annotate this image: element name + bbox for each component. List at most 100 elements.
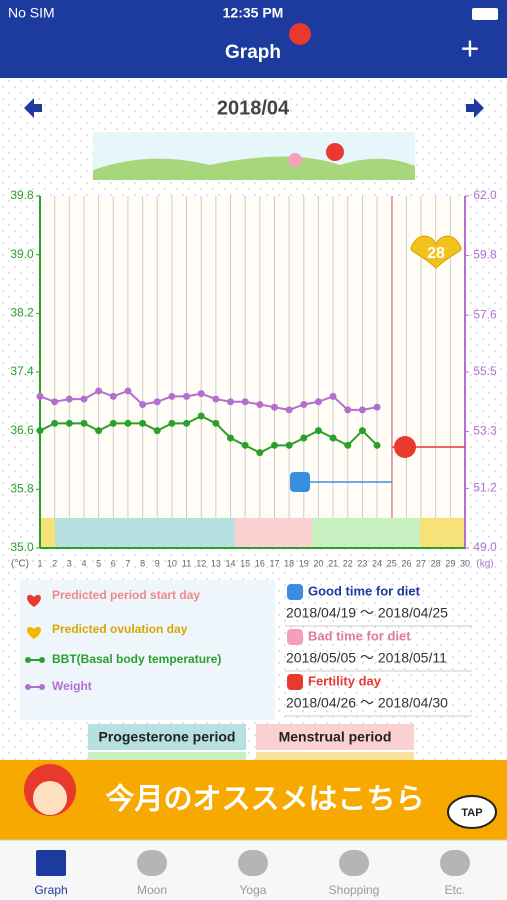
progesterone-label: Progesterone period xyxy=(99,729,236,745)
diet-info: Good time for diet 2018/04/19 ～ 2018/04/2… xyxy=(285,583,472,717)
x-tick-label: 28 xyxy=(431,558,441,568)
series-point xyxy=(109,419,117,427)
legend-box xyxy=(20,580,275,720)
x-tick-label: 18 xyxy=(284,558,294,568)
series-point xyxy=(373,403,381,411)
series-point xyxy=(300,400,308,408)
banner[interactable] xyxy=(0,760,507,840)
x-tick-label: 7 xyxy=(125,558,130,568)
y2-tick-label: 62.0 xyxy=(473,188,497,202)
next-month[interactable] xyxy=(466,98,484,118)
x-tick-label: 24 xyxy=(372,558,382,568)
series-point xyxy=(241,398,249,406)
diet-range: 2018/04/26 ～ 2018/04/30 xyxy=(286,695,448,711)
series-point xyxy=(241,441,249,449)
series-point xyxy=(270,403,278,411)
series-point xyxy=(300,434,308,442)
diet-marker xyxy=(290,472,310,492)
series-point xyxy=(329,392,337,400)
x-tick-label: 25 xyxy=(387,558,397,568)
diet-range: 2018/05/05 ～ 2018/05/11 xyxy=(286,650,447,666)
illustration-girl xyxy=(326,143,344,161)
ovulation-heart xyxy=(410,235,462,269)
x-tick-label: 19 xyxy=(299,558,309,568)
diet-label: Bad time for diet xyxy=(308,628,411,643)
series-point xyxy=(183,419,191,427)
x-tick-label: 21 xyxy=(328,558,338,568)
phase-band xyxy=(55,518,235,548)
y-tick-label: 38.2 xyxy=(10,306,34,320)
series-point xyxy=(285,406,293,414)
phase-band xyxy=(312,518,420,548)
y2-tick-label: 57.6 xyxy=(473,307,497,321)
legend-dot xyxy=(39,684,45,690)
prev-month[interactable] xyxy=(24,98,42,118)
series-point xyxy=(109,392,117,400)
x-tick-label: 17 xyxy=(269,558,279,568)
series-point xyxy=(256,400,264,408)
y-tick-label: 39.0 xyxy=(10,247,34,261)
ovulation-icon xyxy=(27,626,41,639)
phase-band xyxy=(235,518,312,548)
series-point xyxy=(95,427,103,435)
series-point xyxy=(80,395,88,403)
tab-icon[interactable] xyxy=(238,850,268,876)
month-label: 2018/04 xyxy=(217,97,290,119)
series-point xyxy=(153,398,161,406)
series-point xyxy=(36,392,44,400)
series-point xyxy=(227,398,235,406)
series-point xyxy=(344,406,352,414)
period-box-2 xyxy=(88,752,246,760)
series-point xyxy=(314,427,322,435)
series-point xyxy=(124,419,132,427)
tab-icon[interactable] xyxy=(137,850,167,876)
diet-icon xyxy=(287,584,303,600)
tab-icon[interactable] xyxy=(36,850,66,876)
phase-band xyxy=(420,518,465,548)
y-tick-label: 36.6 xyxy=(10,423,34,437)
tab-label[interactable]: Yoga xyxy=(240,883,267,897)
x-tick-label: 6 xyxy=(111,558,116,568)
tap-label: TAP xyxy=(461,807,482,819)
x-tick-label: 1 xyxy=(37,558,42,568)
chart: 1 2 3 4 5 6 7 8 9 10 11 12 13 14 15 16 17 18 19 20 21 22 23 24 2… xyxy=(10,188,497,569)
diet-icon xyxy=(287,629,303,645)
add-button[interactable]: + xyxy=(461,30,480,66)
tab-icon[interactable] xyxy=(440,850,470,876)
legend-series: BBT(Basal body temperature) Weight xyxy=(25,652,221,693)
series-point xyxy=(256,449,264,457)
diet-label: Fertility day xyxy=(308,673,382,688)
tab-label[interactable]: Shopping xyxy=(329,883,380,897)
series-point xyxy=(153,427,161,435)
carrier: No SIM xyxy=(8,5,55,21)
series-point xyxy=(344,441,352,449)
y2-tick-label: 59.8 xyxy=(473,248,497,262)
y2-tick-label: 51.2 xyxy=(473,481,497,495)
y-tick-label: 35.0 xyxy=(10,540,34,554)
tab-label[interactable]: Moon xyxy=(137,883,167,897)
phase-band xyxy=(40,518,55,548)
x-tick-label: 15 xyxy=(240,558,250,568)
period-box-3 xyxy=(256,752,414,760)
tab-label[interactable]: Etc. xyxy=(445,883,466,897)
nav-title: Graph xyxy=(225,42,281,63)
series-point xyxy=(227,434,235,442)
legend-dot xyxy=(25,684,31,690)
tab-icon[interactable] xyxy=(339,850,369,876)
x-tick-label: 9 xyxy=(155,558,160,568)
series-point xyxy=(36,427,44,435)
series-point xyxy=(80,419,88,427)
x-tick-label: 29 xyxy=(445,558,455,568)
series-point xyxy=(270,441,278,449)
period-icon xyxy=(27,594,41,607)
legend-dot xyxy=(39,657,45,663)
series-point xyxy=(285,441,293,449)
header-bar xyxy=(0,0,507,78)
x-tick-label: 4 xyxy=(81,558,86,568)
cycle-day: 28 xyxy=(427,245,445,262)
tab-label[interactable]: Graph xyxy=(34,883,67,897)
series-point xyxy=(373,441,381,449)
x-tick-label: 27 xyxy=(416,558,426,568)
legend-period: Predicted period start day xyxy=(52,588,200,602)
series-point xyxy=(168,419,176,427)
